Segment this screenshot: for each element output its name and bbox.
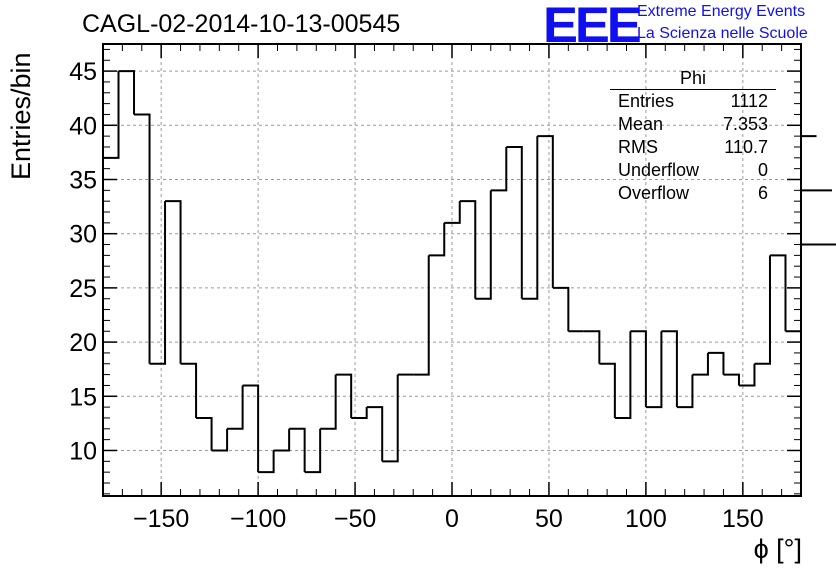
- stats-value: 7.353: [722, 114, 768, 134]
- histogram-bin: [351, 407, 368, 419]
- eee-logo: EEE: [543, 0, 642, 53]
- x-tick-label: −100: [230, 505, 286, 533]
- logo-line2: La Scienza nelle Scuole: [637, 25, 808, 42]
- stats-box: Phi Entries 1112 Mean 7.353 RMS 110.7 Under…: [610, 68, 776, 205]
- histogram-bin: [366, 406, 384, 462]
- stats-row: Entries 1112: [610, 90, 776, 113]
- y-tick-label: 35: [69, 166, 97, 194]
- histogram-bin: [304, 428, 322, 474]
- histogram-bin: [211, 428, 229, 452]
- stats-row: Mean 7.353: [610, 113, 776, 136]
- histogram-bin: [521, 136, 539, 300]
- histogram-bin: [661, 330, 678, 408]
- histogram-bin: [723, 373, 740, 386]
- histogram-bin: [785, 233, 802, 333]
- y-tick-label: 10: [69, 437, 97, 465]
- stats-label: Entries: [618, 91, 675, 111]
- stats-label: Overflow: [618, 183, 690, 203]
- histogram-bin: [258, 450, 275, 474]
- histogram-bin: [289, 427, 306, 473]
- histogram-bin: [444, 201, 461, 224]
- histogram-bin: [335, 373, 353, 418]
- stats-value: 110.7: [724, 137, 768, 157]
- histogram-bin: [552, 286, 570, 332]
- histogram-bin: [707, 351, 725, 375]
- y-tick-label: 40: [69, 112, 97, 140]
- x-tick-label: 100: [625, 505, 667, 533]
- histogram-bin: [134, 113, 151, 364]
- histogram-bin: [537, 135, 554, 288]
- histogram-bin: [242, 384, 260, 473]
- y-tick-label: 25: [69, 275, 97, 303]
- histogram-bin: [800, 135, 817, 191]
- histogram-bin: [769, 254, 787, 332]
- y-axis-label: Entries/bin: [6, 52, 36, 180]
- histogram-bin: [676, 374, 694, 409]
- y-tick-label: 45: [69, 58, 97, 86]
- histogram-bin: [692, 352, 709, 376]
- histogram-bin: [227, 385, 244, 430]
- stats-label: RMS: [618, 137, 658, 157]
- x-tick-label: −150: [133, 505, 189, 533]
- stats-label: Mean: [618, 114, 664, 134]
- histogram-bin: [118, 70, 136, 115]
- histogram-bin: [165, 200, 182, 364]
- stats-row: Overflow 6: [610, 182, 776, 205]
- axis-ticks: [102, 44, 802, 496]
- histogram-bin: [180, 362, 198, 418]
- stats-row: Underflow 0: [610, 159, 776, 182]
- x-tick-label: 0: [445, 505, 459, 533]
- stats-name: Phi: [610, 68, 776, 90]
- x-axis-label: ϕ [°]: [753, 534, 802, 564]
- histogram-bin: [382, 374, 399, 463]
- x-tick-label: −50: [334, 505, 376, 533]
- histogram-bin: [630, 330, 647, 408]
- histogram-bin: [800, 189, 833, 245]
- stats-value: 6: [757, 183, 768, 203]
- y-tick-label: 15: [69, 383, 97, 411]
- x-tick-label: 50: [535, 505, 563, 533]
- chart-title: CAGL-02-2014-10-13-00545: [82, 10, 401, 38]
- y-tick-label: 20: [69, 329, 97, 357]
- histogram-bin: [583, 330, 601, 364]
- y-tick-label: 30: [69, 221, 97, 249]
- histogram-bin: [459, 200, 477, 299]
- histogram-bin: [196, 416, 213, 451]
- stats-label: Underflow: [618, 160, 700, 180]
- histogram-bin: [149, 201, 167, 365]
- histogram-bin: [273, 428, 291, 452]
- histogram-bin: [754, 255, 771, 365]
- histogram-bin: [614, 331, 632, 419]
- histogram-bin: [599, 362, 616, 418]
- stats-row: RMS 110.7: [610, 136, 776, 159]
- x-tick-label: 150: [722, 505, 764, 533]
- logo-line1: Extreme Energy Events: [637, 3, 806, 20]
- histogram-bin: [413, 255, 430, 376]
- histogram-bin: [645, 331, 663, 409]
- histogram-bin: [738, 363, 756, 387]
- histogram-bin: [320, 374, 337, 430]
- histogram-bin: [506, 145, 523, 299]
- tick-labels: −150 −100 −50 0 50 100 150 10 15 20 25 30 35 40 45: [69, 58, 764, 533]
- stats-value: 1112: [730, 91, 768, 111]
- grid-lines: [103, 44, 801, 496]
- histogram-bin: [428, 222, 446, 257]
- stats-value: 0: [757, 160, 768, 180]
- histogram-bin: [475, 190, 492, 300]
- histogram-bin: [490, 146, 508, 192]
